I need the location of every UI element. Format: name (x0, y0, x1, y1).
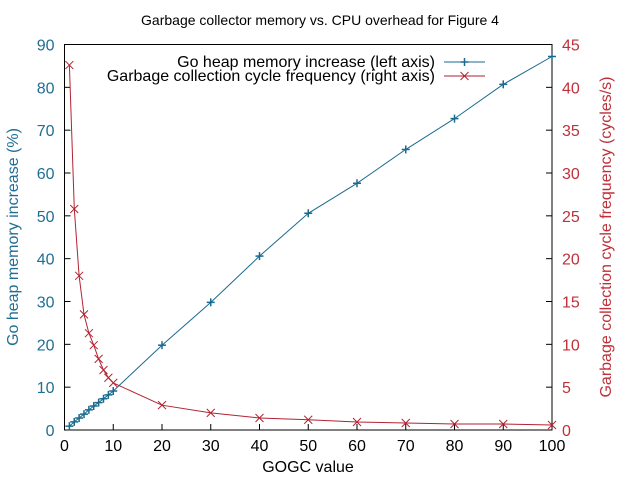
left-y-axis-label: Go heap memory increase (%) (5, 128, 22, 346)
chart-title: Garbage collector memory vs. CPU overhea… (141, 12, 499, 28)
series-gc-frequency (65, 60, 557, 430)
x-tick-label: 0 (60, 438, 69, 455)
x-tick-label: 60 (348, 438, 366, 455)
right-y-tick-label: 20 (562, 252, 580, 269)
x-tick-label: 90 (494, 438, 512, 455)
right-y-tick-label: 40 (562, 80, 580, 97)
right-y-tick-label: 15 (562, 295, 580, 312)
left-y-tick-label: 60 (37, 166, 55, 183)
legend: Go heap memory increase (left axis) Garb… (107, 54, 485, 85)
right-y-tick-label: 45 (562, 38, 580, 55)
x-tick-label: 30 (202, 438, 220, 455)
left-y-tick-label: 90 (37, 38, 55, 55)
left-y-tick-label: 30 (37, 295, 55, 312)
x-tick-label: 10 (104, 438, 122, 455)
plot-area-border (64, 44, 553, 431)
x-axis-ticks: 0 10 20 30 40 50 60 70 80 90 100 (60, 424, 565, 455)
x-tick-label: 40 (251, 438, 269, 455)
series-heap-memory (65, 52, 556, 431)
x-tick-label: 50 (299, 438, 317, 455)
left-y-tick-label: 10 (37, 380, 55, 397)
x-tick-label: 100 (539, 438, 566, 455)
right-y-tick-label: 0 (562, 423, 571, 440)
right-y-tick-label: 35 (562, 123, 580, 140)
right-y-axis-ticks: 0 5 10 15 20 25 30 35 40 45 (546, 38, 580, 440)
left-y-tick-label: 20 (37, 337, 55, 354)
left-y-tick-label: 70 (37, 123, 55, 140)
x-tick-label: 20 (153, 438, 171, 455)
legend-label-heap: Go heap memory increase (left axis) (177, 54, 435, 71)
right-y-tick-label: 5 (562, 380, 571, 397)
right-y-tick-label: 25 (562, 209, 580, 226)
left-y-tick-label: 50 (37, 209, 55, 226)
legend-sample-gc-frequency (444, 71, 485, 81)
x-axis-label: GOGC value (262, 459, 354, 476)
left-y-tick-label: 80 (37, 80, 55, 97)
right-y-axis-label: Garbage collection cycle frequency (cycl… (598, 76, 615, 397)
left-y-axis-ticks: 0 10 20 30 40 50 60 70 80 90 (37, 38, 71, 440)
x-tick-label: 70 (397, 438, 415, 455)
x-tick-label: 80 (446, 438, 464, 455)
legend-samples (444, 58, 485, 81)
legend-label-gc-frequency: Garbage collection cycle frequency (righ… (107, 68, 435, 85)
right-y-tick-label: 30 (562, 166, 580, 183)
series-layer (65, 52, 557, 431)
legend-sample-heap-memory (444, 58, 485, 66)
right-y-tick-label: 10 (562, 337, 580, 354)
left-y-tick-label: 40 (37, 252, 55, 269)
left-y-tick-label: 0 (46, 423, 55, 440)
